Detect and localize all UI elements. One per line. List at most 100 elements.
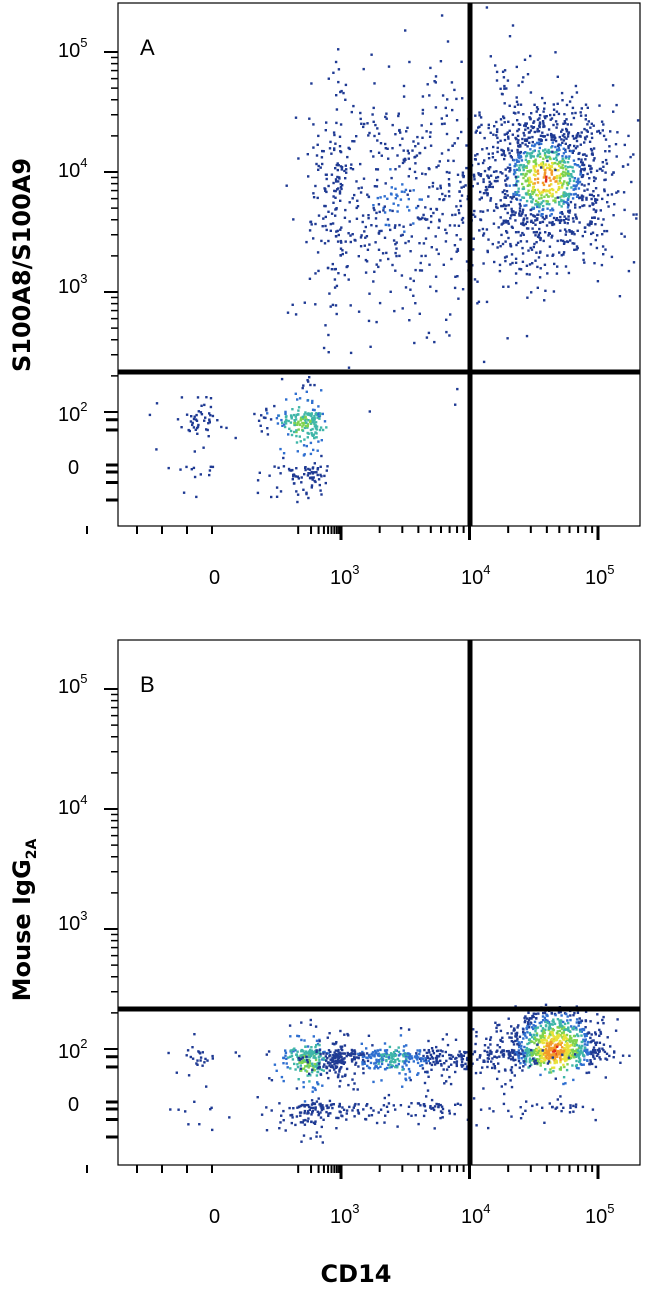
event-point bbox=[367, 217, 370, 220]
event-point bbox=[394, 1049, 397, 1052]
event-point bbox=[386, 147, 389, 150]
event-point bbox=[404, 1057, 408, 1061]
event-point bbox=[515, 1031, 519, 1035]
event-point bbox=[592, 1046, 596, 1049]
event-point bbox=[477, 162, 480, 166]
event-point bbox=[525, 1026, 528, 1030]
event-point bbox=[420, 254, 423, 258]
event-point bbox=[528, 152, 531, 155]
event-point bbox=[401, 183, 404, 186]
event-point bbox=[608, 150, 611, 153]
event-point bbox=[339, 1111, 342, 1114]
event-point bbox=[322, 1106, 325, 1109]
event-point bbox=[331, 1042, 335, 1045]
event-point bbox=[542, 157, 545, 160]
event-point bbox=[487, 1126, 490, 1130]
event-point bbox=[434, 106, 438, 109]
event-point bbox=[516, 160, 519, 163]
event-point bbox=[552, 216, 556, 220]
event-point bbox=[341, 1114, 344, 1118]
event-point bbox=[576, 178, 580, 182]
event-point bbox=[408, 319, 411, 322]
event-point bbox=[485, 1037, 488, 1040]
event-point bbox=[498, 269, 502, 273]
event-point bbox=[339, 254, 342, 257]
event-point bbox=[306, 1120, 309, 1123]
event-point bbox=[427, 195, 430, 198]
panel-a-xtick-1e4: 104 bbox=[461, 562, 490, 589]
event-point bbox=[510, 1025, 513, 1028]
event-point bbox=[315, 154, 319, 157]
event-point bbox=[580, 158, 583, 161]
event-point bbox=[521, 1052, 524, 1055]
event-point bbox=[567, 1056, 571, 1059]
event-point bbox=[474, 154, 477, 157]
event-point bbox=[311, 1068, 314, 1071]
event-point bbox=[563, 221, 566, 224]
event-point bbox=[495, 1030, 498, 1033]
event-point bbox=[208, 473, 211, 477]
event-point bbox=[538, 124, 541, 127]
event-point bbox=[602, 1022, 605, 1025]
event-point bbox=[570, 1025, 573, 1028]
event-point bbox=[324, 324, 327, 327]
event-point bbox=[483, 169, 487, 173]
event-point bbox=[479, 190, 482, 194]
event-point bbox=[311, 472, 315, 475]
event-point bbox=[406, 126, 409, 129]
event-point bbox=[519, 198, 522, 202]
event-point bbox=[575, 1055, 578, 1058]
event-point bbox=[504, 174, 508, 177]
event-point bbox=[317, 164, 320, 168]
event-point bbox=[193, 1100, 196, 1103]
event-point bbox=[340, 1060, 344, 1064]
event-point bbox=[359, 162, 362, 166]
event-point bbox=[584, 103, 588, 106]
panel-b-y-axis-label-main: Mouse IgG bbox=[8, 859, 36, 1001]
event-point bbox=[557, 1042, 560, 1046]
event-point bbox=[407, 1112, 410, 1116]
event-point bbox=[373, 1055, 376, 1058]
event-point bbox=[623, 143, 626, 147]
event-point bbox=[587, 1052, 591, 1055]
event-point bbox=[572, 193, 576, 196]
event-point bbox=[282, 1062, 285, 1065]
event-point bbox=[343, 169, 346, 173]
event-point bbox=[479, 210, 482, 213]
event-point bbox=[201, 1051, 204, 1054]
event-point bbox=[562, 242, 566, 245]
event-point bbox=[536, 154, 539, 158]
event-point bbox=[376, 139, 379, 142]
event-point bbox=[301, 417, 304, 421]
event-point bbox=[524, 143, 527, 146]
event-point bbox=[590, 222, 593, 225]
event-point bbox=[572, 231, 575, 234]
panel-a-ytick-1e5: 105 bbox=[58, 35, 87, 62]
event-point bbox=[329, 1065, 333, 1069]
event-point bbox=[204, 416, 207, 419]
event-point bbox=[595, 209, 598, 212]
event-point bbox=[499, 87, 502, 90]
event-point bbox=[377, 248, 381, 251]
event-point bbox=[299, 1067, 302, 1070]
event-point bbox=[521, 166, 525, 169]
event-point bbox=[592, 1049, 595, 1053]
event-point bbox=[398, 254, 401, 258]
event-point bbox=[448, 334, 451, 337]
event-point bbox=[454, 403, 457, 406]
event-point bbox=[417, 142, 420, 145]
event-point bbox=[339, 228, 342, 231]
event-point bbox=[268, 1077, 271, 1080]
event-point bbox=[509, 196, 512, 199]
event-point bbox=[519, 268, 523, 271]
event-point bbox=[517, 190, 520, 193]
panel-a-xtick-1e3: 103 bbox=[330, 562, 359, 589]
event-point bbox=[554, 1047, 557, 1050]
event-point bbox=[280, 1075, 284, 1079]
event-point bbox=[439, 60, 443, 63]
event-point bbox=[486, 1060, 489, 1063]
event-point bbox=[432, 1108, 436, 1112]
event-point bbox=[531, 188, 535, 192]
event-point bbox=[367, 1034, 371, 1037]
event-point bbox=[480, 196, 483, 199]
